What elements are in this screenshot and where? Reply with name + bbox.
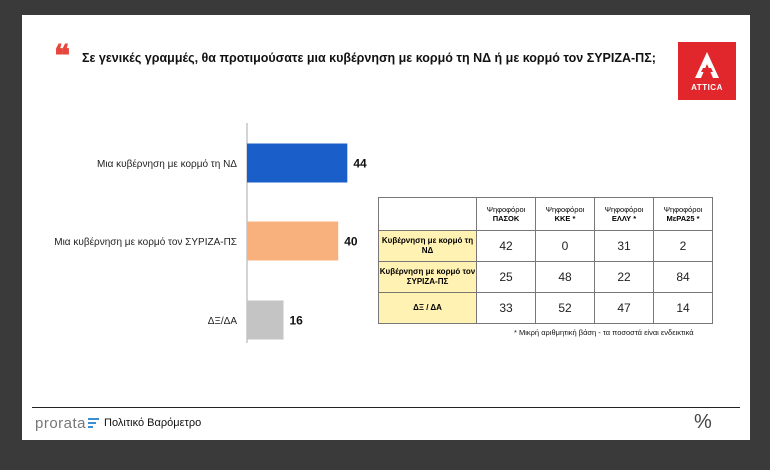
slide: ❝ Σε γενικές γραμμές, θα προτιμούσατε μι… — [22, 15, 750, 440]
table-cell: 52 — [535, 292, 595, 324]
table-row: ΔΞ / ΔΑ 33 52 47 14 — [378, 292, 713, 324]
bar-value-label: 40 — [344, 235, 358, 249]
table-col-header: Ψηφοφόροι ΠΑΣΟΚ — [476, 197, 536, 231]
category-label: Μια κυβέρνηση με κορμό τη ΝΔ — [97, 158, 237, 170]
bar-2 — [247, 300, 284, 340]
footer-divider — [32, 407, 740, 408]
logo-text: ATTICA — [691, 83, 723, 92]
table-cell: 2 — [653, 230, 713, 262]
table-cell: 22 — [594, 261, 654, 293]
table-corner — [378, 197, 477, 231]
attica-logo: ATTICA — [678, 42, 736, 100]
bar-0 — [247, 143, 348, 183]
bar-chart: 44 Μια κυβέρνηση με κορμό τη ΝΔ 40 Μια κυβέ… — [54, 123, 367, 343]
table-cell: 47 — [594, 292, 654, 324]
footnote: * Μικρή αριθμητική βάση - τα ποσοστά είν… — [514, 328, 694, 337]
table-cell: 31 — [594, 230, 654, 262]
bar-1 — [247, 221, 339, 261]
table-cell: 42 — [476, 230, 536, 262]
crosstab-table: Ψηφοφόροι ΠΑΣΟΚ Ψηφοφόροι ΚΚΕ * Ψηφοφόροι Ε… — [378, 197, 713, 324]
table-row-header: Κυβέρνηση με κορμό τον ΣΥΡΙΖΑ-ΠΣ — [378, 261, 477, 293]
table-col-header: Ψηφοφόροι ΕΛΛΥ * — [594, 197, 654, 231]
table-cell: 33 — [476, 292, 536, 324]
brand-logo-text: prorata — [35, 414, 87, 432]
table-row-header: Κυβέρνηση με κορμό τη ΝΔ — [378, 230, 477, 262]
table-col-header: Ψηφοφόροι ΚΚΕ * — [535, 197, 595, 231]
table-cell: 25 — [476, 261, 536, 293]
footer-brand: prorata Πολιτικό Βαρόμετρο — [35, 414, 201, 432]
bar-value-label: 16 — [289, 314, 303, 328]
table-row: Κυβέρνηση με κορμό τη ΝΔ 42 0 31 2 — [378, 230, 713, 262]
table-cell: 0 — [535, 230, 595, 262]
page-title: Σε γενικές γραμμές, θα προτιμούσατε μια … — [82, 51, 656, 65]
table-row-header: ΔΞ / ΔΑ — [378, 292, 477, 324]
attica-a-icon — [695, 52, 719, 78]
table-cell: 14 — [653, 292, 713, 324]
brand-bars-icon — [88, 417, 100, 429]
quote-icon: ❝ — [54, 39, 71, 74]
table-cell: 48 — [535, 261, 595, 293]
footer-subtitle: Πολιτικό Βαρόμετρο — [104, 417, 202, 429]
category-label: Μια κυβέρνηση με κορμό τον ΣΥΡΙΖΑ-ΠΣ — [54, 236, 237, 248]
category-label: ΔΞ/ΔΑ — [208, 316, 238, 327]
table-col-header: Ψηφοφόροι ΜεΡΑ25 * — [653, 197, 713, 231]
percent-icon: % — [694, 411, 712, 433]
table-row: Κυβέρνηση με κορμό τον ΣΥΡΙΖΑ-ΠΣ 25 48 2… — [378, 261, 713, 293]
bar-value-label: 44 — [353, 157, 367, 171]
table-cell: 84 — [653, 261, 713, 293]
